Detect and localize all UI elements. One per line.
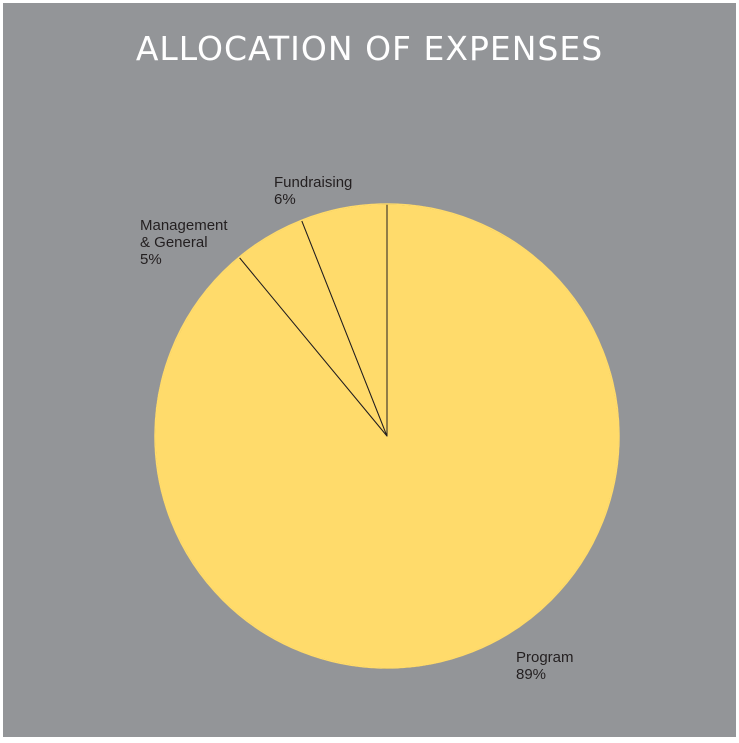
label-program-value: 89% bbox=[516, 666, 547, 683]
label-fundraising-value: 6% bbox=[274, 191, 296, 208]
chart-panel: ALLOCATION OF EXPENSES Program 89% Manag… bbox=[3, 3, 736, 737]
pie-rim bbox=[154, 203, 620, 669]
label-management-name-line1: Management bbox=[140, 217, 228, 234]
label-management-general: Management & General 5% bbox=[140, 217, 228, 268]
chart-title: ALLOCATION OF EXPENSES bbox=[135, 29, 604, 68]
label-management-value: 5% bbox=[140, 251, 162, 268]
label-program: Program 89% bbox=[516, 649, 574, 683]
pie-chart bbox=[154, 203, 620, 669]
label-program-name: Program bbox=[516, 649, 574, 666]
label-management-name-line2: & General bbox=[140, 234, 208, 251]
label-fundraising: Fundraising 6% bbox=[274, 174, 352, 208]
label-fundraising-name: Fundraising bbox=[274, 174, 353, 191]
